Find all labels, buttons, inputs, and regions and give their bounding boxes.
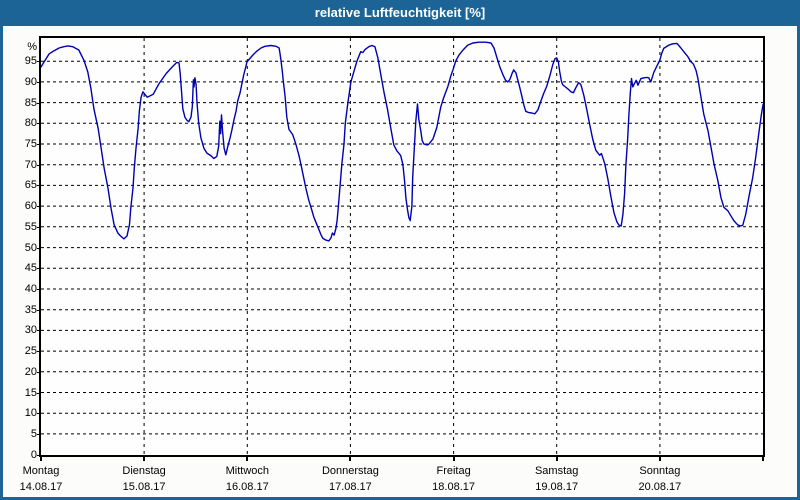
x-tick-mark-0: [40, 457, 42, 461]
x-day-label-donnerstag: Donnerstag: [321, 465, 379, 477]
y-tick-mark-25: [37, 351, 41, 353]
y-tick-label-45: 45: [24, 262, 37, 275]
humidity-line: [41, 41, 763, 242]
y-tick-mark-95: [37, 61, 41, 63]
x-tick-mark-3: [349, 457, 352, 461]
y-tick-mark-55: [37, 226, 41, 228]
chart-canvas: % 0 5 10 15 20 25 30 35 40 45 50 55 60 65 70 75 80 85 90 95…: [3, 26, 797, 497]
y-tick-label-5: 5: [30, 427, 37, 440]
y-tick-mark-75: [37, 144, 41, 145]
y-tick-mark-35: [37, 309, 41, 311]
x-date-label-16.08.17: 16.08.17: [225, 481, 269, 493]
x-tick-mark-2: [246, 457, 249, 461]
x-date-label-14.08.17: 14.08.17: [19, 481, 63, 493]
y-axis-unit-label: %: [27, 41, 37, 53]
y-tick-label-65: 65: [24, 179, 37, 192]
y-tick-label-70: 70: [24, 158, 37, 171]
humidity-chart-svg: [41, 38, 763, 455]
y-tick-mark-80: [37, 123, 41, 125]
chart-title: relative Luftfeuchtigkeit [%]: [314, 5, 486, 20]
x-tick-mark-4: [452, 457, 455, 461]
x-date-label-20.08.17: 20.08.17: [638, 481, 682, 493]
y-tick-label-40: 40: [24, 283, 37, 295]
y-tick-label-0: 0: [30, 448, 37, 461]
window-titlebar: relative Luftfeuchtigkeit [%]: [0, 0, 800, 26]
y-tick-label-80: 80: [24, 117, 37, 130]
x-date-label-19.08.17: 19.08.17: [535, 481, 579, 493]
x-tick-mark-5: [555, 457, 558, 461]
x-date-label-17.08.17: 17.08.17: [328, 481, 372, 493]
y-tick-label-50: 50: [24, 241, 37, 254]
y-tick-mark-45: [37, 268, 41, 270]
x-day-label-sonntag: Sonntag: [639, 465, 681, 477]
x-day-label-montag: Montag: [22, 465, 60, 477]
x-date-label-15.08.17: 15.08.17: [122, 481, 166, 493]
y-tick-label-95: 95: [24, 55, 37, 68]
y-tick-label-55: 55: [24, 220, 37, 233]
y-tick-mark-50: [37, 247, 41, 249]
y-tick-mark-70: [37, 164, 41, 166]
x-tick-mark-7: [762, 457, 764, 461]
y-tick-mark-10: [37, 413, 41, 415]
y-tick-label-15: 15: [24, 386, 37, 399]
x-day-label-samstag: Samstag: [534, 465, 579, 477]
x-tick-mark-6: [658, 457, 661, 461]
y-tick-mark-5: [37, 433, 41, 435]
y-tick-mark-15: [37, 392, 41, 394]
x-tick-mark-1: [143, 457, 146, 461]
y-tick-label-10: 10: [24, 407, 37, 420]
y-tick-mark-30: [37, 330, 41, 332]
y-tick-label-30: 30: [24, 324, 37, 337]
plot-area: [39, 36, 765, 457]
y-tick-mark-0: [37, 454, 41, 456]
y-tick-mark-65: [37, 185, 41, 187]
y-tick-mark-90: [37, 81, 41, 83]
y-tick-label-90: 90: [24, 75, 37, 88]
y-tick-label-75: 75: [24, 138, 37, 150]
x-date-label-18.08.17: 18.08.17: [432, 481, 475, 493]
y-tick-label-85: 85: [24, 96, 37, 109]
y-tick-mark-40: [37, 289, 41, 290]
y-tick-label-25: 25: [24, 345, 37, 358]
y-tick-mark-85: [37, 102, 41, 104]
y-tick-label-60: 60: [24, 200, 37, 213]
x-day-label-dienstag: Dienstag: [122, 465, 166, 477]
y-tick-label-35: 35: [24, 303, 37, 316]
y-tick-label-20: 20: [24, 365, 37, 378]
x-day-label-freitag: Freitag: [436, 465, 471, 477]
x-day-label-mittwoch: Mittwoch: [225, 465, 269, 477]
y-tick-mark-60: [37, 206, 41, 208]
y-tick-mark-20: [37, 371, 41, 373]
